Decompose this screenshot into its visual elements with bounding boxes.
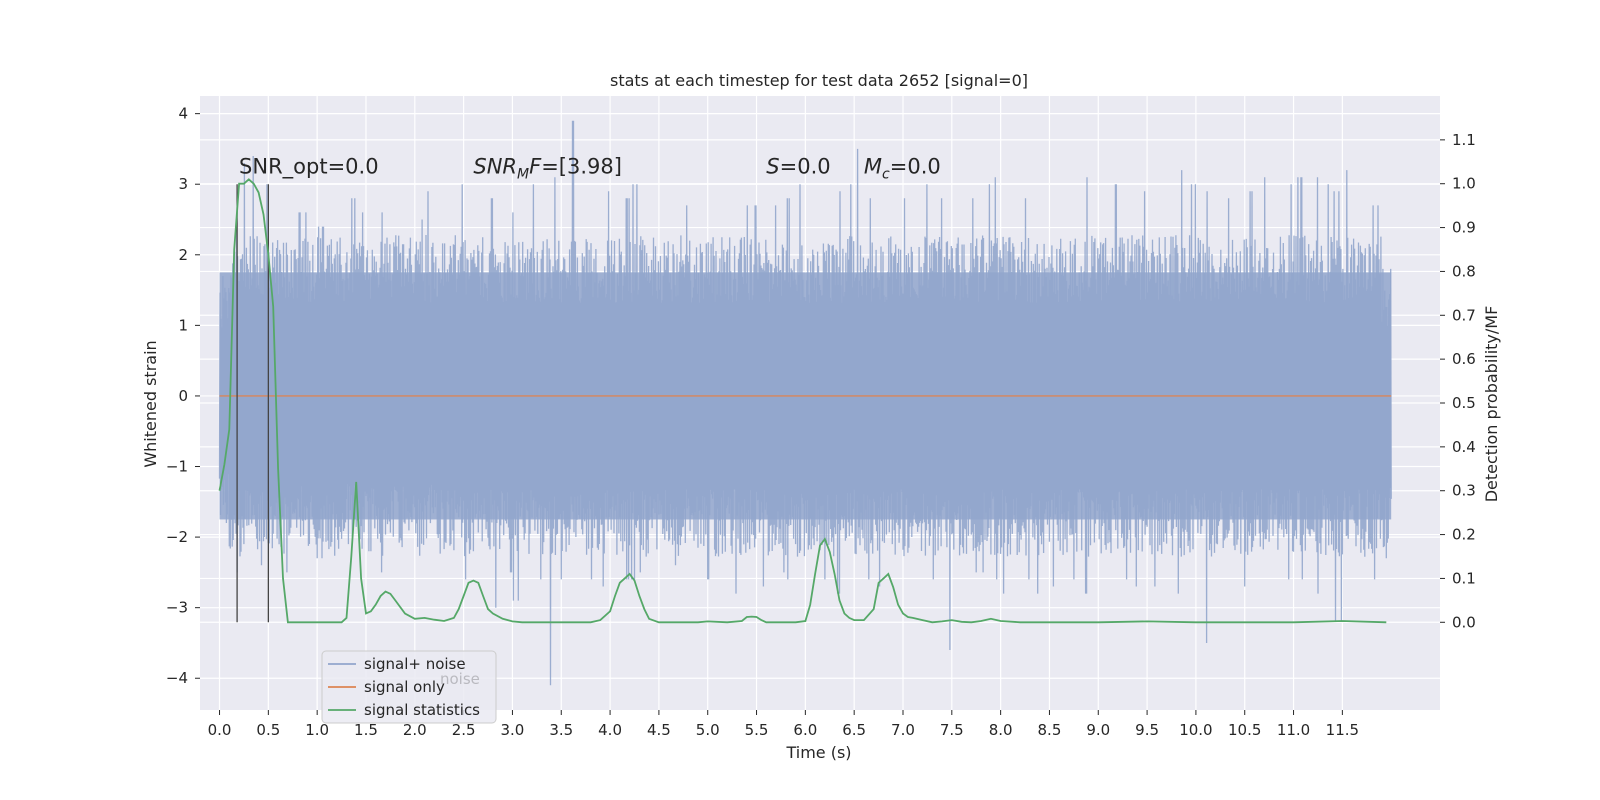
- tick-labels: 0.0 0.5 1.0 1.5 2.0 2.5 3.0 3.5 4.0 4.5 5.0 5.5 6.0 6…: [166, 105, 1476, 739]
- y-right-tick-label: 0.8: [1452, 262, 1476, 280]
- x-tick-label: 4.0: [598, 721, 622, 739]
- legend-label: signal+ noise: [364, 655, 466, 673]
- x-tick-label: 4.5: [647, 721, 671, 739]
- x-tick-label: 6.0: [793, 721, 817, 739]
- y-left-tick-label: −4: [166, 669, 188, 687]
- annotations: SNR_opt=0.0 SNRMF=[3.98] S=0.0 Mc=0.0: [239, 155, 941, 183]
- x-tick-label: 5.5: [745, 721, 769, 739]
- x-tick-label: 6.5: [842, 721, 866, 739]
- y-left-tick-label: −3: [166, 599, 188, 617]
- y-right-tick-label: 0.7: [1452, 306, 1476, 324]
- x-tick-label: 2.5: [452, 721, 476, 739]
- x-tick-label: 2.0: [403, 721, 427, 739]
- x-tick-label: 8.5: [1038, 721, 1062, 739]
- annotation-snr-opt: SNR_opt=0.0: [239, 155, 379, 180]
- y-right-tick-label: 0.5: [1452, 394, 1476, 412]
- x-tick-label: 1.0: [305, 721, 329, 739]
- x-axis-label: Time (s): [785, 743, 851, 762]
- y-left-tick-label: 3: [178, 175, 188, 193]
- y-right-tick-label: 0.1: [1452, 569, 1476, 587]
- y-right-tick-label: 0.9: [1452, 219, 1476, 237]
- y-right-tick-label: 0.6: [1452, 350, 1476, 368]
- y-right-tick-label: 0.3: [1452, 482, 1476, 500]
- x-tick-label: 11.0: [1277, 721, 1310, 739]
- x-tick-label: 0.5: [256, 721, 280, 739]
- legend-label: signal statistics: [364, 701, 480, 719]
- x-tick-label: 3.5: [549, 721, 573, 739]
- annotation-mc: Mc=0.0: [864, 155, 941, 183]
- chart-title: stats at each timestep for test data 265…: [610, 71, 1028, 90]
- annotation-s: S=0.0: [766, 155, 830, 179]
- x-tick-label: 9.0: [1086, 721, 1110, 739]
- legend-label: signal only: [364, 678, 445, 696]
- y-right-tick-label: 0.0: [1452, 613, 1476, 631]
- annotation-snr-mf: SNRMF=[3.98]: [473, 155, 622, 183]
- x-tick-label: 7.5: [940, 721, 964, 739]
- y-left-tick-label: 2: [178, 246, 188, 264]
- legend-ghost-text: noise: [440, 670, 480, 688]
- x-tick-label: 7.0: [891, 721, 915, 739]
- x-tick-label: 8.0: [989, 721, 1013, 739]
- y-right-tick-label: 0.4: [1452, 438, 1476, 456]
- y-left-tick-label: −2: [166, 528, 188, 546]
- series-line-signal-statistics: [218, 178, 1387, 624]
- legend-box: [321, 650, 497, 724]
- y-left-tick-label: 1: [178, 316, 188, 334]
- y-right-tick-label: 0.2: [1452, 526, 1476, 544]
- y-right-tick-label: 1.1: [1452, 131, 1476, 149]
- y-axis-right-label: Detection probability/MF: [1482, 306, 1501, 503]
- x-tick-label: 9.5: [1135, 721, 1159, 739]
- x-tick-label: 11.5: [1326, 721, 1359, 739]
- y-right-tick-label: 1.0: [1452, 175, 1476, 193]
- y-left-tick-label: 4: [178, 105, 188, 123]
- x-tick-label: 10.5: [1228, 721, 1261, 739]
- x-tick-label: 0.0: [208, 721, 232, 739]
- series-lines: [218, 178, 1392, 624]
- x-tick-label: 10.0: [1179, 721, 1212, 739]
- x-tick-label: 5.0: [696, 721, 720, 739]
- x-tick-label: 1.5: [354, 721, 378, 739]
- y-left-tick-label: 0: [178, 387, 188, 405]
- x-tick-label: 3.0: [501, 721, 525, 739]
- y-axis-left-label: Whitened strain: [141, 340, 160, 467]
- y-left-tick-label: −1: [166, 458, 188, 476]
